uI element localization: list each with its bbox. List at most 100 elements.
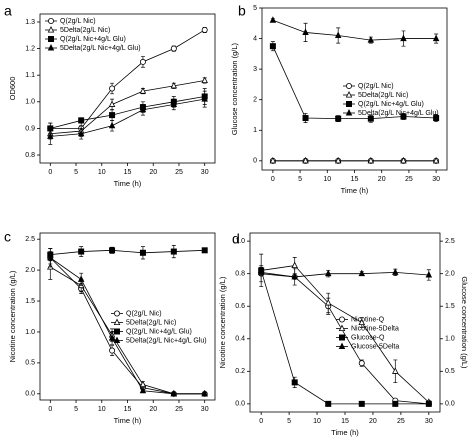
marker bbox=[432, 34, 440, 42]
panel-letter: c bbox=[4, 229, 11, 245]
y-tick-label: 1 bbox=[253, 127, 257, 134]
legend-label: Nicotine-5Delta bbox=[351, 325, 399, 332]
marker bbox=[170, 100, 178, 107]
x-tick-label: 0 bbox=[48, 406, 52, 413]
series-line bbox=[50, 257, 205, 395]
marker bbox=[400, 34, 407, 42]
y-tick-label: 0.0 bbox=[25, 391, 35, 398]
x-axis-label: Time (h) bbox=[114, 416, 142, 425]
legend-label: Q(2g/L Nic) bbox=[358, 83, 394, 90]
marker bbox=[139, 386, 147, 394]
y-axis-label: OD600 bbox=[8, 77, 17, 101]
x-axis-label: Time (h) bbox=[331, 428, 359, 437]
marker bbox=[302, 28, 309, 35]
y-tick-label: 0.5 bbox=[25, 360, 35, 367]
marker bbox=[139, 249, 146, 256]
legend-label: 5Delta(2g/L Nic+4g/L Glu) bbox=[60, 45, 141, 52]
marker bbox=[425, 270, 433, 278]
y-tick-label: 5 bbox=[253, 5, 257, 12]
marker bbox=[114, 310, 121, 317]
x-tick-label: 0 bbox=[48, 169, 52, 176]
marker bbox=[77, 129, 85, 137]
x-tick-label: 25 bbox=[405, 176, 413, 183]
y-tick-label: 0.8 bbox=[25, 152, 35, 159]
marker bbox=[139, 58, 146, 65]
marker bbox=[170, 248, 177, 255]
marker bbox=[338, 342, 346, 350]
x-tick-label: 5 bbox=[287, 418, 291, 425]
y2-tick-label: 2.0 bbox=[445, 271, 455, 278]
legend-label: Q(2g/L Nic+4g/L Glu) bbox=[358, 101, 424, 108]
series-line bbox=[272, 46, 437, 120]
x-tick-label: 20 bbox=[378, 176, 386, 183]
panel-letter: a bbox=[4, 3, 12, 19]
legend-label: Nicotine-Q bbox=[351, 316, 385, 323]
marker bbox=[291, 272, 298, 280]
y2-axis-label: Glucose concentration (g/L) bbox=[460, 276, 469, 369]
x-tick-label: 30 bbox=[201, 169, 209, 176]
series-line bbox=[261, 271, 429, 278]
x-tick-label: 10 bbox=[98, 169, 106, 176]
marker bbox=[334, 156, 342, 164]
marker bbox=[109, 247, 116, 254]
y2-tick-label: 1.5 bbox=[445, 303, 455, 310]
x-tick-label: 25 bbox=[175, 169, 183, 176]
marker bbox=[201, 247, 208, 254]
x-axis-label: Time (h) bbox=[114, 179, 142, 188]
series-line bbox=[260, 270, 429, 405]
marker bbox=[358, 400, 365, 407]
marker bbox=[335, 115, 342, 122]
marker bbox=[48, 36, 55, 43]
x-tick-label: 5 bbox=[74, 169, 78, 176]
marker bbox=[269, 156, 277, 164]
marker bbox=[324, 298, 332, 306]
x-tick-label: 25 bbox=[397, 418, 405, 425]
y2-tick-label: 2.5 bbox=[445, 238, 455, 245]
marker bbox=[77, 275, 85, 282]
y-tick-label: 0.9 bbox=[25, 125, 35, 132]
marker bbox=[114, 328, 121, 335]
panel-letter: d bbox=[232, 231, 240, 247]
legend-label: 5Delta(2g/L Nic+4g/L Glu) bbox=[126, 337, 207, 344]
y-tick-label: 1.3 bbox=[25, 19, 35, 26]
marker bbox=[392, 400, 399, 407]
marker bbox=[392, 268, 399, 275]
x-axis-label: Time (h) bbox=[341, 186, 369, 195]
legend-label: Q(2g/L Nic) bbox=[60, 18, 96, 25]
x-tick-label: 25 bbox=[175, 406, 183, 413]
marker bbox=[338, 324, 346, 332]
y2-tick-label: 0.0 bbox=[445, 401, 455, 408]
marker bbox=[367, 115, 374, 122]
marker bbox=[78, 117, 85, 124]
series-line bbox=[272, 19, 437, 41]
x-tick-label: 30 bbox=[432, 176, 440, 183]
marker bbox=[324, 269, 332, 277]
x-tick-label: 30 bbox=[201, 406, 209, 413]
plot-frame bbox=[249, 232, 441, 413]
marker bbox=[47, 132, 54, 139]
marker bbox=[201, 76, 208, 84]
marker bbox=[47, 26, 55, 33]
marker bbox=[345, 83, 352, 90]
marker bbox=[358, 360, 365, 367]
y-tick-label: 0 bbox=[253, 158, 257, 165]
legend-label: Q(2g/L Nic) bbox=[126, 310, 162, 317]
marker bbox=[358, 318, 366, 326]
legend-label: Glucose-Q bbox=[351, 334, 385, 341]
marker bbox=[201, 26, 208, 33]
y-tick-label: 0.4 bbox=[235, 336, 245, 343]
marker bbox=[78, 248, 85, 255]
marker bbox=[113, 336, 121, 344]
y-tick-label: 0.6 bbox=[235, 303, 245, 310]
legend-label: 5Delta(2g/L Nic) bbox=[358, 92, 408, 99]
legend-label: Glucose-5Delta bbox=[351, 343, 399, 350]
marker bbox=[113, 318, 121, 326]
marker bbox=[170, 81, 178, 89]
y2-tick-label: 0.5 bbox=[445, 368, 455, 375]
x-tick-label: 10 bbox=[313, 418, 321, 425]
y-tick-label: 2.0 bbox=[25, 267, 35, 274]
marker bbox=[47, 44, 55, 51]
marker bbox=[109, 85, 116, 92]
marker bbox=[201, 389, 208, 397]
marker bbox=[291, 379, 298, 386]
